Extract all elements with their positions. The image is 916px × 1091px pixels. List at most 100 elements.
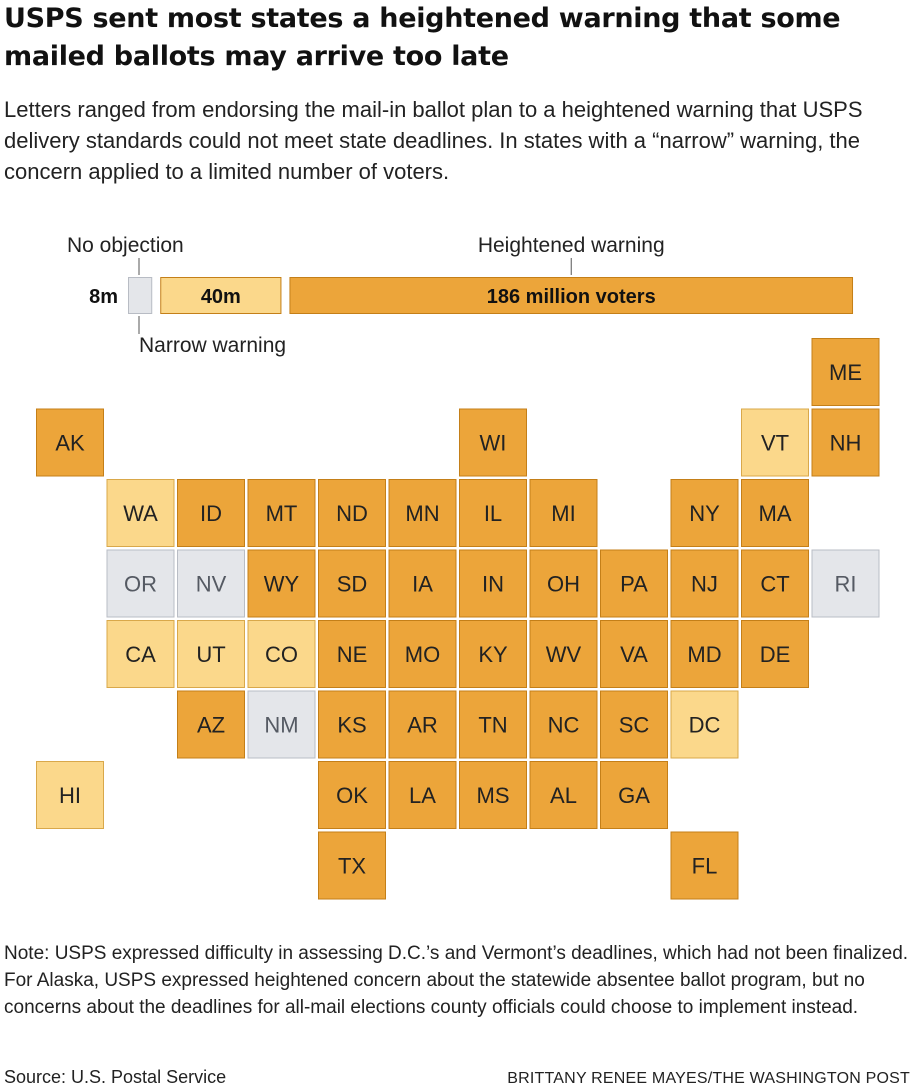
tile-ak	[36, 408, 104, 477]
tile-label-ri: RI	[835, 572, 857, 597]
tile-de	[741, 620, 809, 688]
tile-label-ct: CT	[760, 572, 789, 597]
summary-bar-narrow	[160, 277, 282, 314]
tile-label-al: AL	[550, 783, 577, 808]
chart-subtitle: Letters ranged from endorsing the mail-i…	[4, 97, 863, 184]
tile-label-tn: TN	[478, 713, 507, 738]
summary-label-none: 8m	[89, 286, 118, 308]
tile-ks	[318, 690, 386, 759]
tile-label-ut: UT	[196, 642, 225, 667]
tile-label-sc: SC	[619, 713, 650, 738]
tile-label-oh: OH	[547, 572, 580, 597]
tile-label-md: MD	[687, 642, 721, 667]
tile-label-ak: AK	[55, 431, 85, 456]
tile-nv	[177, 549, 245, 618]
chart-title: USPS sent most states a heightened warni…	[4, 3, 841, 72]
chart-credit: BRITTANY RENEE MAYES/THE WASHINGTON POST	[507, 1070, 910, 1087]
tile-label-nd: ND	[336, 501, 368, 526]
tile-nm	[247, 690, 316, 759]
tile-label-co: CO	[265, 642, 298, 667]
tile-label-wa: WA	[123, 501, 158, 526]
tile-fl	[670, 831, 739, 900]
tile-ri	[811, 549, 880, 618]
tile-nd	[318, 479, 386, 547]
tile-label-ar: AR	[407, 713, 438, 738]
tile-in	[459, 549, 527, 618]
tile-label-mn: MN	[405, 501, 439, 526]
tile-label-ga: GA	[618, 783, 650, 808]
tile-label-mi: MI	[551, 501, 575, 526]
tile-label-mo: MO	[405, 642, 440, 667]
tile-label-ca: CA	[125, 642, 156, 667]
tile-sc	[600, 690, 668, 759]
tile-dc	[670, 690, 739, 759]
tile-al	[529, 761, 598, 829]
tile-wy	[247, 549, 316, 618]
tile-wv	[529, 620, 598, 688]
tile-or	[106, 549, 175, 618]
tile-ma	[741, 479, 809, 547]
tile-wa	[106, 479, 175, 547]
tile-map-chart: 8m 40m 186 million voters No objection Heigh…	[36, 234, 880, 900]
tile-mi	[529, 479, 598, 547]
tile-label-va: VA	[620, 642, 648, 667]
tile-label-wi: WI	[480, 431, 507, 456]
tile-label-ny: NY	[689, 501, 720, 526]
tile-vt	[741, 408, 809, 477]
tile-ny	[670, 479, 739, 547]
summary-label-heightened: 186 million voters	[487, 286, 656, 308]
tile-hi	[36, 761, 104, 829]
tile-la	[388, 761, 457, 829]
tile-label-ms: MS	[477, 783, 510, 808]
tile-label-nv: NV	[196, 572, 227, 597]
tile-nh	[811, 408, 880, 477]
tile-tn	[459, 690, 527, 759]
chart-note: Note: USPS expressed difficulty in asses…	[4, 943, 909, 1018]
tile-ga	[600, 761, 668, 829]
tile-ca	[106, 620, 175, 688]
tile-label-nj: NJ	[691, 572, 718, 597]
summary-name-heightened: Heightened warning	[478, 234, 665, 257]
summary-name-narrow: Narrow warning	[139, 334, 286, 357]
tile-label-az: AZ	[197, 713, 225, 738]
tile-ar	[388, 690, 457, 759]
summary-label-narrow: 40m	[201, 286, 241, 308]
tile-ut	[177, 620, 245, 688]
tile-label-ok: OK	[336, 783, 368, 808]
tile-label-dc: DC	[689, 713, 721, 738]
tile-label-tx: TX	[338, 854, 366, 879]
tile-label-or: OR	[124, 572, 157, 597]
tile-nj	[670, 549, 739, 618]
tile-oh	[529, 549, 598, 618]
tile-ia	[388, 549, 457, 618]
tile-label-ne: NE	[337, 642, 368, 667]
tile-label-fl: FL	[692, 854, 718, 879]
tile-label-sd: SD	[337, 572, 368, 597]
summary-bar-heightened	[289, 277, 854, 314]
tile-label-il: IL	[484, 501, 502, 526]
tile-il	[459, 479, 527, 547]
tile-ct	[741, 549, 809, 618]
tile-id	[177, 479, 245, 547]
tile-ky	[459, 620, 527, 688]
tile-label-wv: WV	[546, 642, 582, 667]
chart-source: Source: U.S. Postal Service	[4, 1067, 227, 1087]
tile-label-hi: HI	[59, 783, 81, 808]
tile-label-nh: NH	[830, 431, 862, 456]
tile-label-ky: KY	[478, 642, 508, 667]
tile-label-ia: IA	[412, 572, 433, 597]
tile-label-nm: NM	[264, 713, 298, 738]
tile-label-id: ID	[200, 501, 222, 526]
tile-mo	[388, 620, 457, 688]
tile-label-vt: VT	[761, 431, 789, 456]
tile-pa	[600, 549, 668, 618]
tile-label-nc: NC	[548, 713, 580, 738]
tile-sd	[318, 549, 386, 618]
tile-az	[177, 690, 245, 759]
tile-label-de: DE	[760, 642, 791, 667]
tile-va	[600, 620, 668, 688]
tile-label-la: LA	[409, 783, 436, 808]
tile-mn	[388, 479, 457, 547]
summary-bar-none	[128, 277, 153, 314]
tile-wi	[459, 408, 527, 477]
